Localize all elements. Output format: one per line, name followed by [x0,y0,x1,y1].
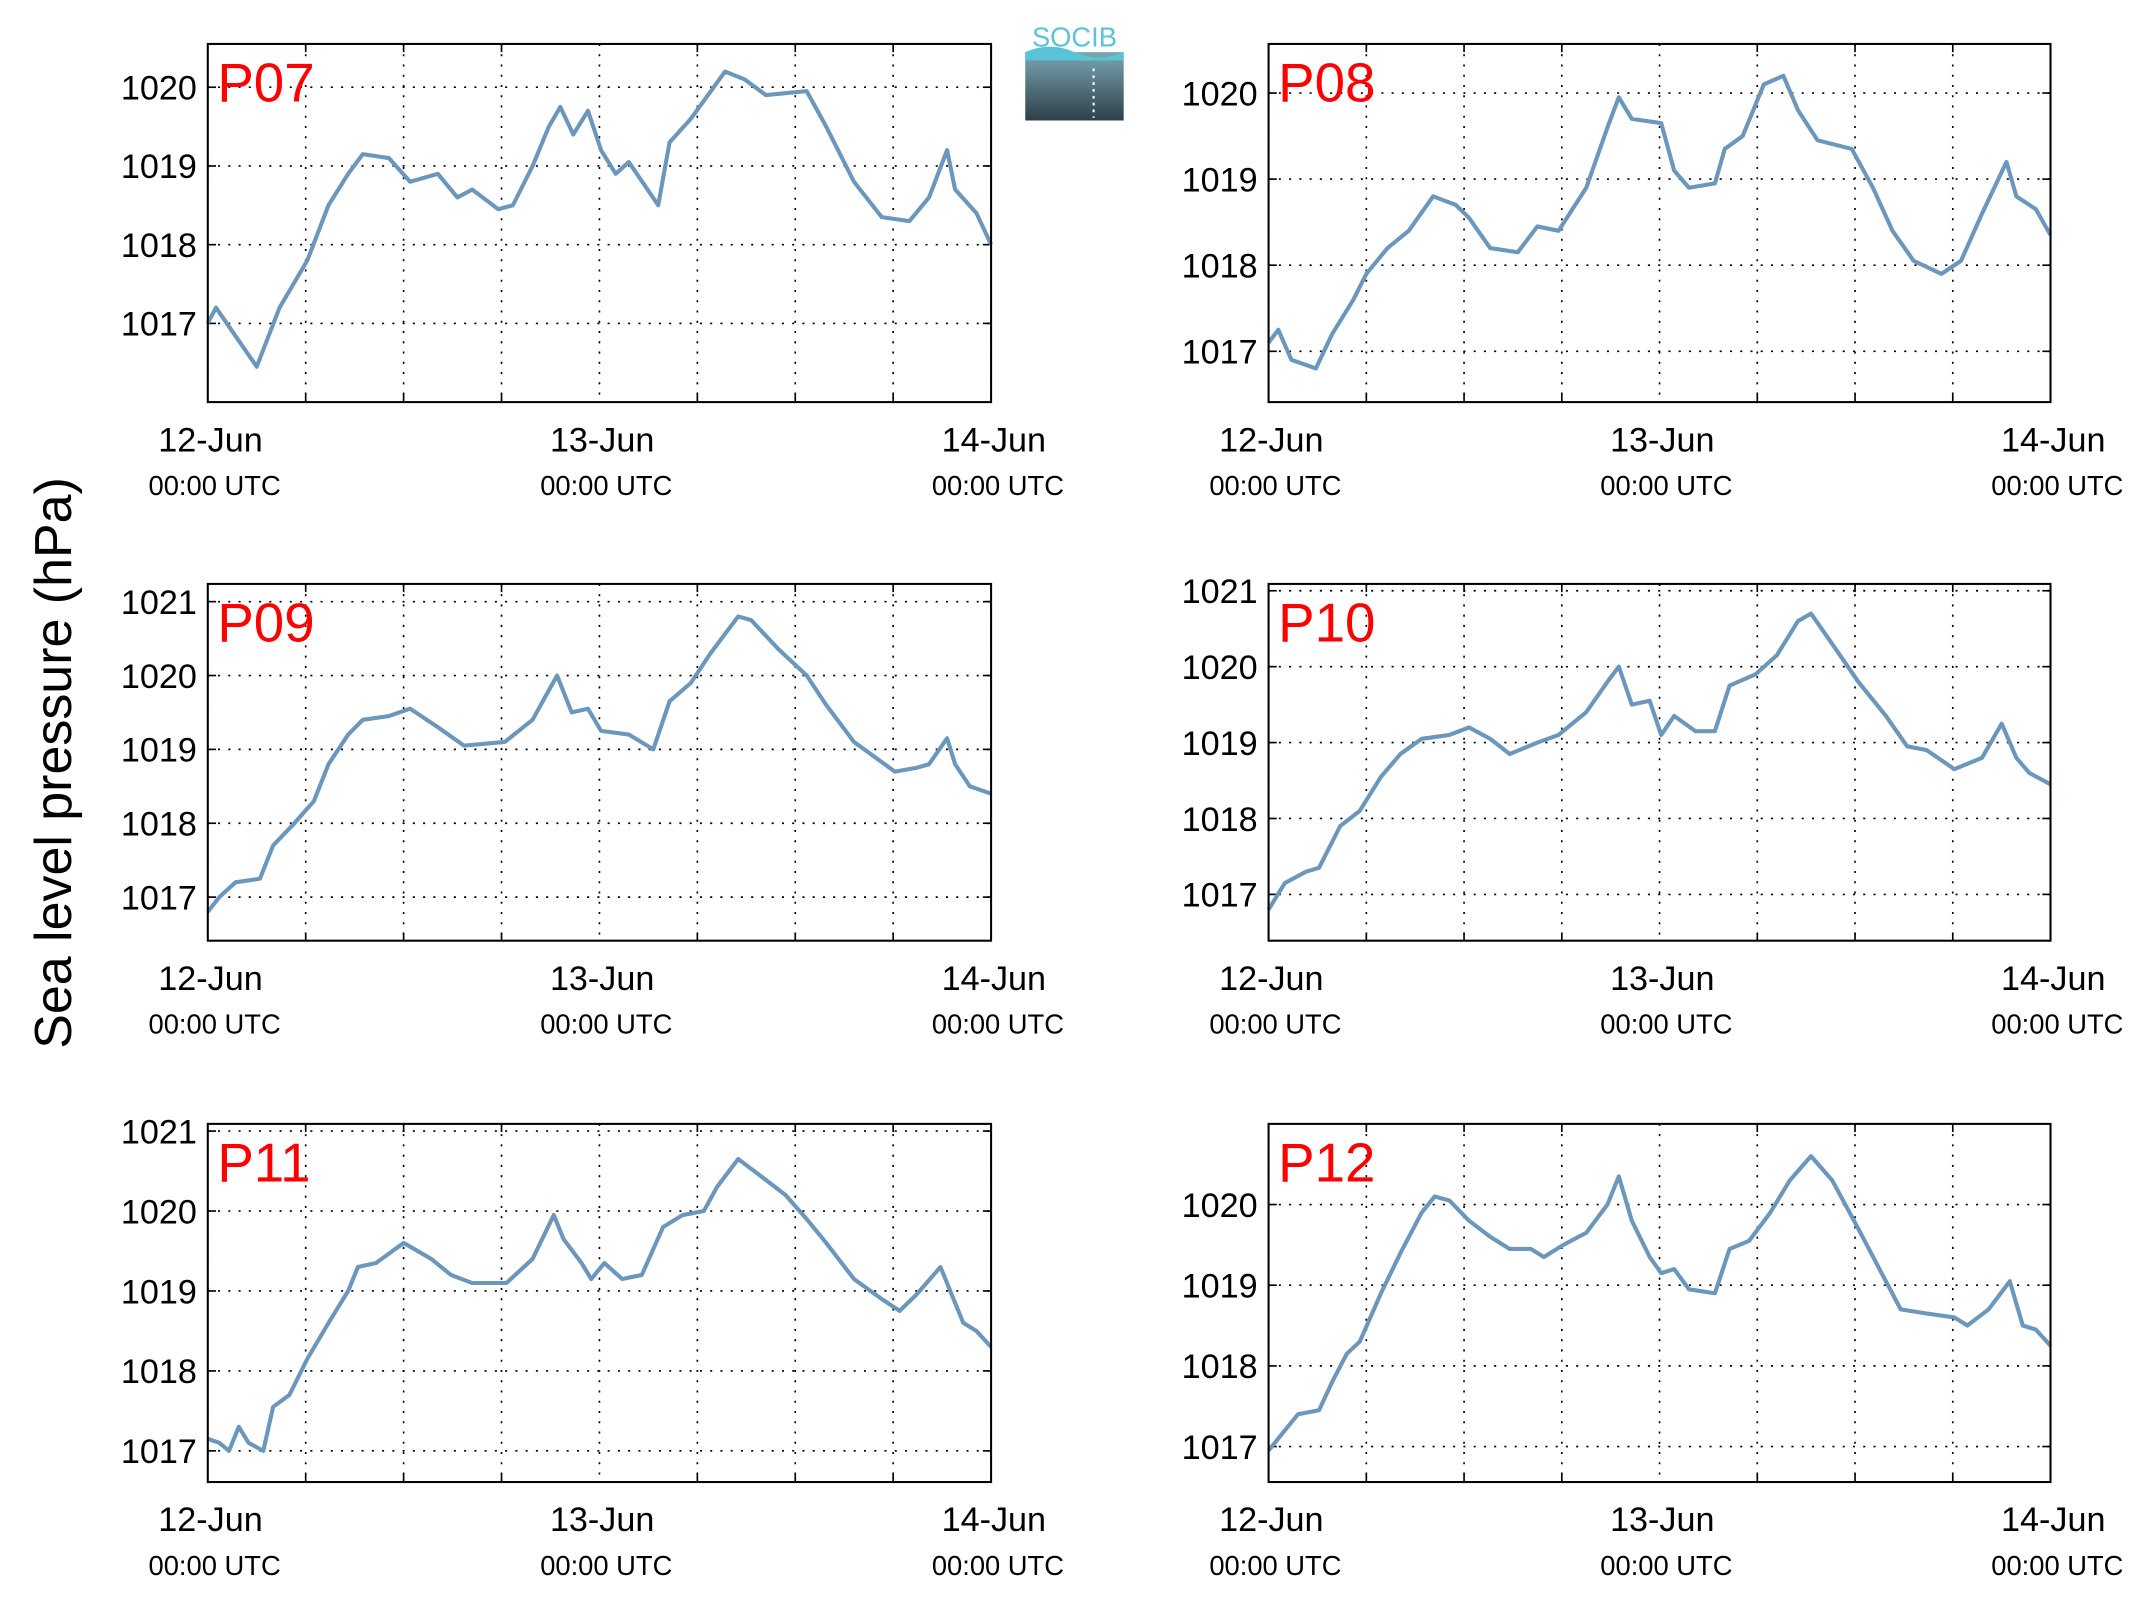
plot-frame [206,582,993,942]
x-tick-label: 13-Jun [550,960,654,998]
x-tick-sublabel: 00:00 UTC [932,470,1064,501]
y-tick-label: 1020 [121,70,197,108]
panel-title: P09 [217,591,314,653]
x-tick-sublabel: 00:00 UTC [540,470,672,501]
y-tick-label: 1018 [121,1353,197,1391]
pressure-line [206,614,992,914]
x-tick-label: 14-Jun [942,960,1046,998]
plot-frame [1267,1122,2052,1484]
y-tick-label: 1017 [121,1433,197,1471]
panel-title: P10 [1278,591,1375,653]
x-tick-label: 12-Jun [158,960,262,998]
panel-title: P12 [1278,1131,1375,1193]
x-tick-sublabel: 00:00 UTC [932,1009,1064,1040]
panel: 1017 1018 1019 1020 12-Jun 00:00 UTC 13-Jun 00:… [121,42,1064,501]
y-tick-label: 1019 [121,148,197,186]
x-tick-label: 13-Jun [1610,1501,1714,1539]
x-tick-label: 14-Jun [942,1501,1046,1539]
logo-box [1025,52,1124,121]
pressure-line [1266,1154,2053,1452]
x-tick-label: 12-Jun [158,1501,262,1539]
y-tick-label: 1017 [1182,1429,1258,1467]
panel: 1017 1018 1019 1020 1021 12-Jun 00:00 UTC 13-Ju… [121,1113,1064,1581]
y-tick-label: 1018 [121,227,197,265]
plot-frame [206,1122,993,1484]
y-tick-label: 1017 [1182,877,1258,915]
plot-area [207,583,992,941]
y-tick-label: 1019 [121,732,197,770]
pressure-line [205,69,993,369]
y-tick-label: 1021 [121,584,197,622]
y-tick-label: 1017 [121,879,197,917]
plot-area [1268,43,2051,403]
x-tick-label: 12-Jun [1219,421,1323,459]
x-tick-sublabel: 00:00 UTC [1209,1550,1341,1581]
y-tick-label: 1020 [1182,649,1258,687]
x-tick-label: 12-Jun [1219,1501,1323,1539]
logo-text: SOCIB [1032,22,1117,53]
plot-area [1268,583,2051,941]
y-axis-label: Sea level pressure (hPa) [25,477,83,1049]
x-tick-sublabel: 00:00 UTC [1600,470,1732,501]
logo-wave [1025,46,1124,61]
x-tick-label: 14-Jun [2001,421,2105,459]
plot-area [207,43,992,403]
pressure-line [1266,73,2053,371]
panel: 1017 1018 1019 1020 12-Jun 00:00 UTC 13-Jun 00:… [1182,42,2123,501]
x-tick-sublabel: 00:00 UTC [1991,1009,2123,1040]
x-tick-sublabel: 00:00 UTC [1600,1550,1732,1581]
y-tick-label: 1018 [1182,248,1258,286]
y-tick-label: 1018 [1182,801,1258,839]
x-tick-label: 14-Jun [942,421,1046,459]
x-tick-label: 13-Jun [1610,421,1714,459]
x-tick-label: 12-Jun [158,421,262,459]
panel: 1017 1018 1019 1020 1021 12-Jun 00:00 UTC 13-Ju… [1182,573,2124,1040]
x-tick-sublabel: 00:00 UTC [149,1009,281,1040]
x-tick-label: 13-Jun [550,421,654,459]
y-tick-label: 1020 [121,658,197,696]
y-tick-label: 1018 [1182,1348,1258,1386]
x-tick-label: 13-Jun [550,1501,654,1539]
y-tick-label: 1020 [1182,75,1258,113]
x-tick-sublabel: 00:00 UTC [540,1550,672,1581]
y-tick-label: 1021 [121,1113,197,1151]
panel-title: P11 [217,1131,310,1193]
x-tick-sublabel: 00:00 UTC [540,1009,672,1040]
plot-frame [1267,42,2052,404]
y-tick-label: 1020 [121,1193,197,1231]
x-tick-sublabel: 00:00 UTC [1600,1009,1732,1040]
y-tick-label: 1019 [1182,1268,1258,1306]
pressure-line [1266,611,2052,911]
panel: 1017 1018 1019 1020 12-Jun 00:00 UTC 13-Jun 00:… [1182,1122,2123,1581]
x-tick-sublabel: 00:00 UTC [149,1550,281,1581]
x-tick-label: 13-Jun [1610,960,1714,998]
y-tick-label: 1021 [1182,573,1258,611]
plot-area [207,1123,992,1483]
x-tick-sublabel: 00:00 UTC [1209,470,1341,501]
panel: 1017 1018 1019 1020 1021 12-Jun 00:00 UTC 13-Ju… [121,582,1064,1040]
y-tick-label: 1019 [121,1273,197,1311]
logo: SOCIB [1025,22,1124,121]
x-tick-sublabel: 00:00 UTC [1991,470,2123,501]
x-tick-sublabel: 00:00 UTC [932,1550,1064,1581]
panel-title: P08 [1278,51,1375,113]
pressure-line [207,1156,993,1453]
y-tick-label: 1019 [1182,725,1258,763]
y-tick-label: 1017 [1182,334,1258,372]
x-tick-label: 12-Jun [1219,960,1323,998]
y-tick-label: 1020 [1182,1187,1258,1225]
panel-title: P07 [217,51,314,113]
x-tick-label: 14-Jun [2001,1501,2105,1539]
plot-area [1268,1123,2051,1483]
y-tick-label: 1017 [121,306,197,344]
plot-frame [206,42,993,404]
y-tick-label: 1018 [121,806,197,844]
x-tick-sublabel: 00:00 UTC [149,470,281,501]
x-tick-sublabel: 00:00 UTC [1209,1009,1341,1040]
x-tick-sublabel: 00:00 UTC [1991,1550,2123,1581]
plot-frame [1267,582,2052,942]
y-tick-label: 1019 [1182,161,1258,199]
x-tick-label: 14-Jun [2001,960,2105,998]
